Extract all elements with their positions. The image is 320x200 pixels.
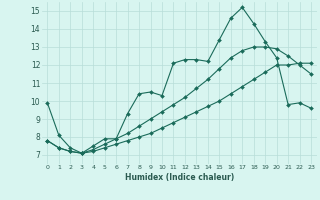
X-axis label: Humidex (Indice chaleur): Humidex (Indice chaleur) <box>124 173 234 182</box>
